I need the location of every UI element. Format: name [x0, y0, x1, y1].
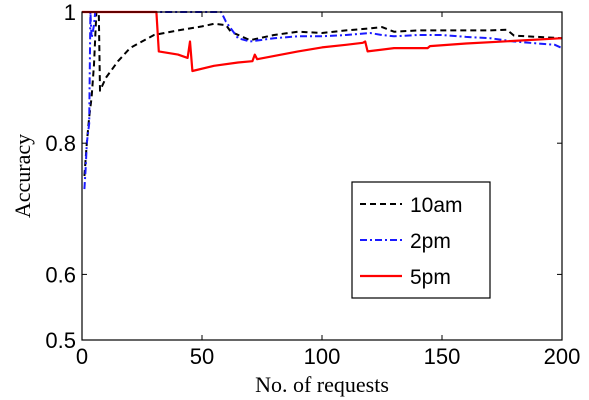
series-line-5pm [82, 10, 562, 73]
series-line-2pm [83, 11, 562, 190]
axis-tick-labels: 0 50 100 150 200 0.5 0.6 0.8 1 [45, 0, 580, 369]
legend-label-10am: 10am [410, 194, 463, 217]
x-tick-label: 150 [424, 344, 461, 369]
legend: 10am 2pm 5pm [351, 181, 491, 299]
y-tick-label: 0.6 [45, 262, 76, 287]
y-axis-label: Accuracy [10, 134, 35, 218]
plot-lines [82, 10, 562, 190]
x-tick-label: 200 [544, 344, 581, 369]
x-tick-label: 50 [190, 344, 214, 369]
axis-ticks [81, 11, 563, 341]
x-tick-label: 100 [304, 344, 341, 369]
legend-label-2pm: 2pm [410, 230, 451, 253]
x-tick-label: 0 [76, 344, 88, 369]
legend-label-5pm: 5pm [410, 266, 451, 289]
series-line-10am [83, 11, 562, 177]
x-axis-label: No. of requests [255, 372, 389, 397]
y-tick-label: 1 [64, 0, 76, 25]
y-tick-label: 0.5 [45, 328, 76, 353]
y-tick-label: 0.8 [45, 131, 76, 156]
